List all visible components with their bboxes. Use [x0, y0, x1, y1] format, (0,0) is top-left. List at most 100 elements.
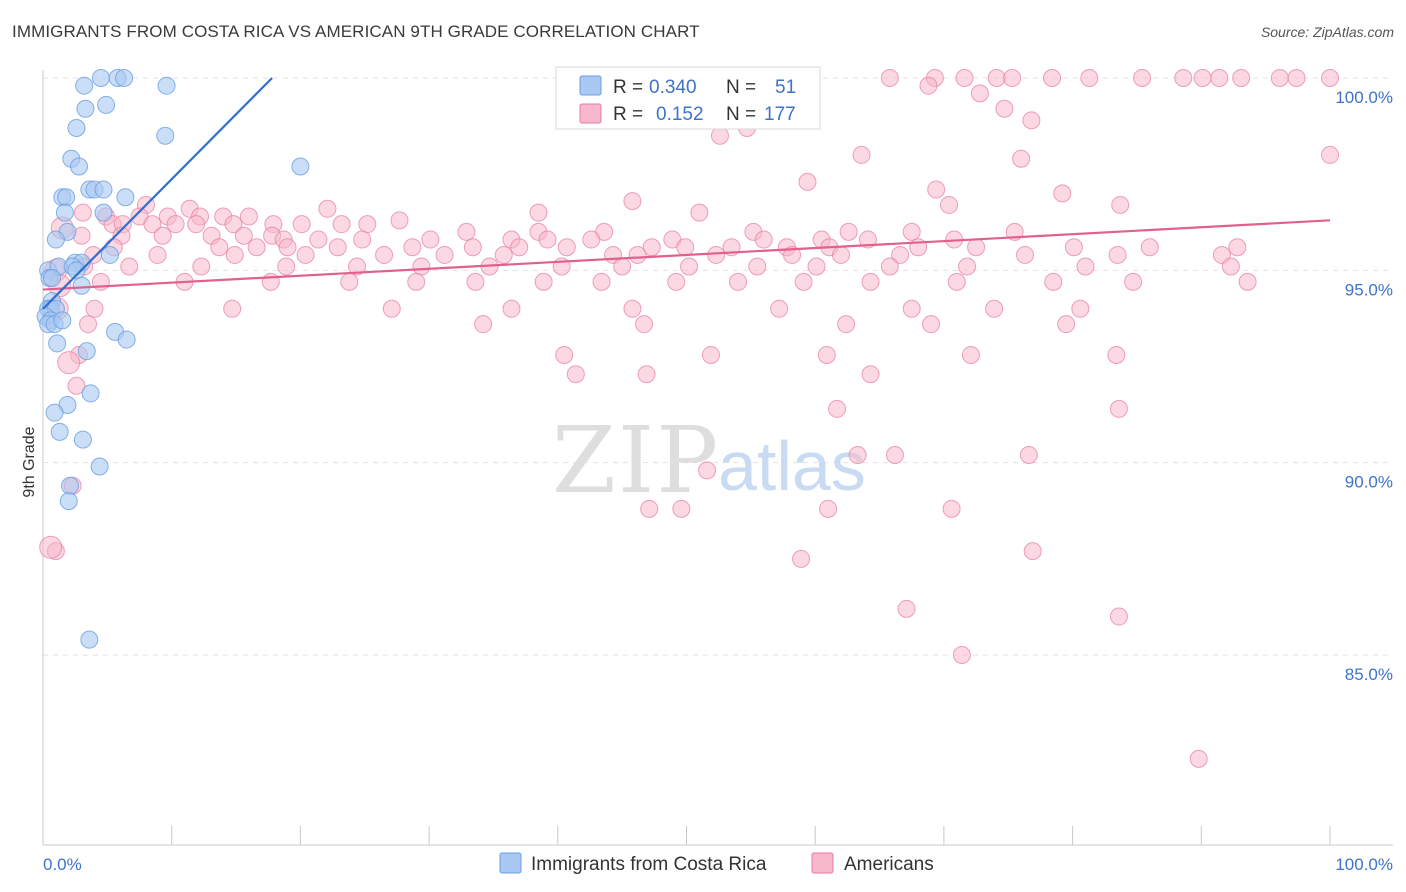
americans-point — [710, 126, 729, 145]
americans-point — [390, 211, 409, 230]
americans-point — [148, 245, 167, 264]
americans-point — [783, 245, 802, 264]
americans-point — [1140, 238, 1159, 257]
americans-point — [412, 257, 431, 276]
americans-point — [463, 238, 482, 257]
costa-rica-point — [55, 203, 74, 222]
americans-point — [680, 257, 699, 276]
americans-point — [358, 215, 377, 234]
legend-label-americans: Americans — [844, 854, 934, 875]
costa-rica-point — [94, 180, 113, 199]
americans-point — [880, 257, 899, 276]
americans-point — [79, 315, 98, 334]
americans-point — [1064, 238, 1083, 257]
americans-point — [897, 599, 916, 618]
americans-point — [1108, 245, 1127, 264]
americans-point — [1193, 69, 1212, 87]
americans-point — [701, 345, 720, 364]
americans-point — [1221, 257, 1240, 276]
costa-rica-point — [77, 342, 96, 361]
americans-point — [902, 299, 921, 318]
americans-point — [57, 351, 81, 375]
americans-point — [672, 499, 691, 518]
americans-point — [848, 445, 867, 464]
stats-n-label-pink: N = — [726, 104, 756, 125]
americans-point — [555, 345, 574, 364]
americans-point — [770, 299, 789, 318]
costa-rica-point — [73, 430, 92, 449]
americans-point — [1076, 257, 1095, 276]
americans-point — [592, 272, 611, 291]
americans-point — [1174, 69, 1193, 87]
costa-rica-point — [115, 69, 134, 87]
americans-point — [1321, 145, 1339, 164]
americans-point — [819, 499, 838, 518]
stats-r-value-blue: 0.340 — [649, 77, 697, 98]
americans-point — [239, 207, 258, 226]
americans-point — [995, 99, 1014, 118]
americans-point — [296, 245, 315, 264]
americans-point — [922, 315, 941, 334]
americans-point — [309, 230, 328, 249]
americans-point — [278, 238, 297, 257]
legend-label-costa-rica: Immigrants from Costa Rica — [531, 854, 767, 875]
americans-point — [728, 272, 747, 291]
americans-point — [1189, 749, 1208, 768]
americans-point — [1133, 69, 1152, 87]
americans-point — [952, 646, 971, 664]
americans-point — [166, 215, 185, 234]
americans-point — [566, 365, 585, 384]
costa-rica-point — [48, 334, 67, 353]
americans-point — [582, 230, 601, 249]
costa-rica-point — [45, 403, 64, 422]
americans-point — [967, 238, 986, 257]
americans-point — [1232, 69, 1251, 87]
americans-point — [510, 238, 529, 257]
americans-point — [798, 172, 817, 191]
americans-point — [67, 376, 86, 395]
americans-point — [1124, 272, 1143, 291]
americans-point — [224, 215, 243, 234]
americans-point — [1053, 184, 1072, 203]
americans-point — [792, 549, 811, 568]
costa-rica-point — [80, 630, 99, 649]
americans-point — [807, 257, 826, 276]
americans-point — [407, 272, 426, 291]
americans-point — [39, 535, 63, 559]
americans-point — [1071, 299, 1090, 318]
costa-rica-point — [156, 126, 175, 145]
americans-point — [902, 222, 921, 241]
americans-point — [494, 245, 513, 264]
americans-point — [153, 226, 172, 245]
series-legend: Immigrants from Costa Rica Americans — [499, 852, 934, 875]
americans-point — [919, 76, 938, 95]
stats-r-label-pink: R = — [613, 104, 643, 125]
americans-point — [623, 299, 642, 318]
americans-point — [942, 499, 961, 518]
x-tick-label-min: 0.0% — [43, 855, 82, 874]
americans-point — [340, 272, 359, 291]
costa-rica-point — [90, 457, 109, 476]
x-tick-label-max: 100.0% — [1335, 855, 1393, 874]
americans-point — [690, 203, 709, 222]
costa-rica-point — [291, 157, 310, 176]
y-tick-label: 95.0% — [1345, 280, 1393, 299]
americans-point — [676, 238, 695, 257]
americans-point — [958, 257, 977, 276]
watermark-zip: ZIP — [552, 407, 720, 514]
americans-point — [73, 203, 92, 222]
americans-point — [955, 69, 974, 87]
y-tick-label: 85.0% — [1345, 665, 1393, 684]
americans-point — [858, 230, 877, 249]
costa-rica-trend-line — [42, 77, 273, 310]
grid-lines — [43, 77, 1393, 656]
y-tick-labels: 100.0% 95.0% 90.0% 85.0% — [1335, 88, 1393, 684]
americans-point — [1044, 272, 1063, 291]
legend-swatch-costa-rica — [499, 852, 522, 874]
americans-point — [225, 245, 244, 264]
americans-point — [318, 199, 337, 218]
americans-point — [277, 257, 296, 276]
americans-point — [457, 222, 476, 241]
americans-point — [817, 345, 836, 364]
